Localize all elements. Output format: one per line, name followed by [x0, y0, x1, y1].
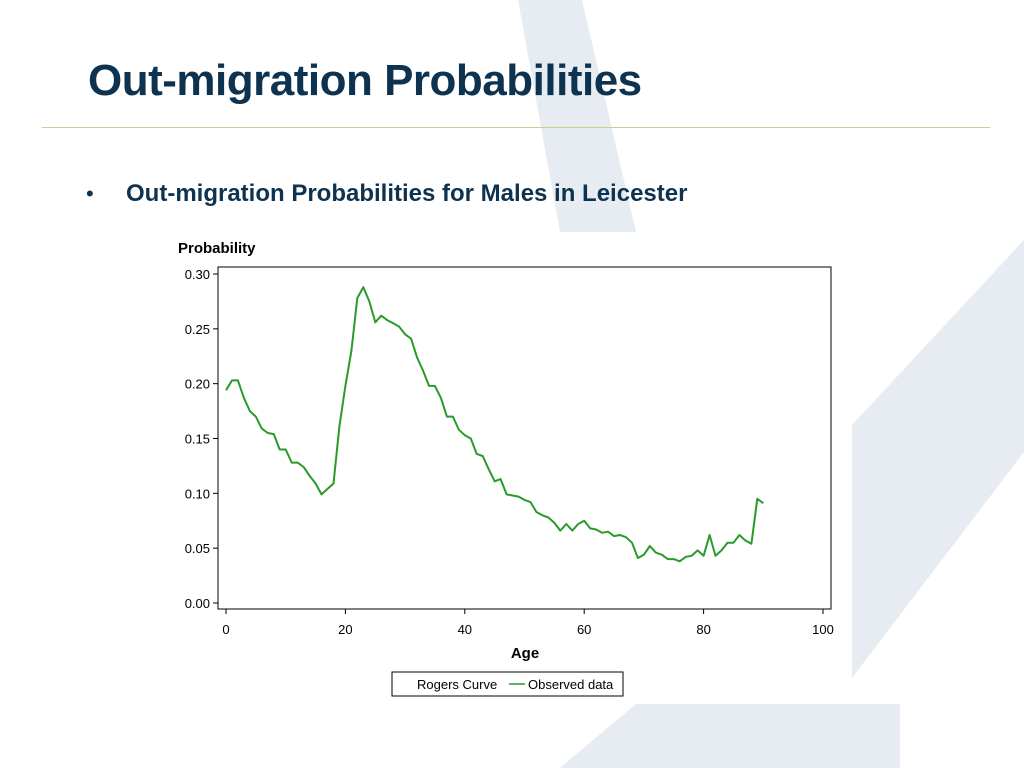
legend-label-rogers-curve: Rogers Curve — [417, 677, 497, 692]
y-tick-label: 0.15 — [185, 432, 210, 447]
x-tick-label: 20 — [338, 622, 352, 637]
x-tick-label: 40 — [458, 622, 472, 637]
plot-frame — [217, 266, 832, 610]
x-tick-label: 60 — [577, 622, 591, 637]
slide-title: Out-migration Probabilities — [88, 56, 642, 105]
background-slash-top — [518, 0, 636, 232]
y-tick-label: 0.05 — [185, 541, 210, 556]
x-tick-label: 80 — [696, 622, 710, 637]
x-tick-label: 0 — [222, 622, 229, 637]
series-layer — [225, 286, 764, 563]
y-tick-label: 0.25 — [185, 322, 210, 337]
legend: Rogers Curve Observed data — [391, 671, 624, 697]
bullet-symbol: • — [86, 181, 94, 206]
series-line-observed-data — [225, 286, 764, 563]
title-divider — [42, 127, 990, 128]
x-tick-label: 100 — [812, 622, 834, 637]
y-tick-label: 0.20 — [185, 377, 210, 392]
background-slash-bottom — [560, 704, 900, 768]
bullet-item: • Out-migration Probabilities for Males … — [86, 180, 687, 208]
y-axis-label: Probability — [178, 240, 256, 257]
background-slash-right — [852, 240, 1024, 678]
x-axis-label: Age — [511, 645, 539, 662]
y-tick-label: 0.30 — [185, 267, 210, 282]
y-tick-label: 0.10 — [185, 486, 210, 501]
bullet-text: Out-migration Probabilities for Males in… — [126, 180, 688, 207]
legend-label-observed-data: Observed data — [528, 677, 614, 692]
y-tick-label: 0.00 — [185, 596, 210, 611]
y-axis-ticks: 0.00 0.05 0.10 0.15 0.20 0.25 0.30 — [185, 267, 218, 611]
legend-box — [391, 671, 624, 697]
x-axis-ticks: 0 20 40 60 80 100 — [222, 609, 834, 637]
